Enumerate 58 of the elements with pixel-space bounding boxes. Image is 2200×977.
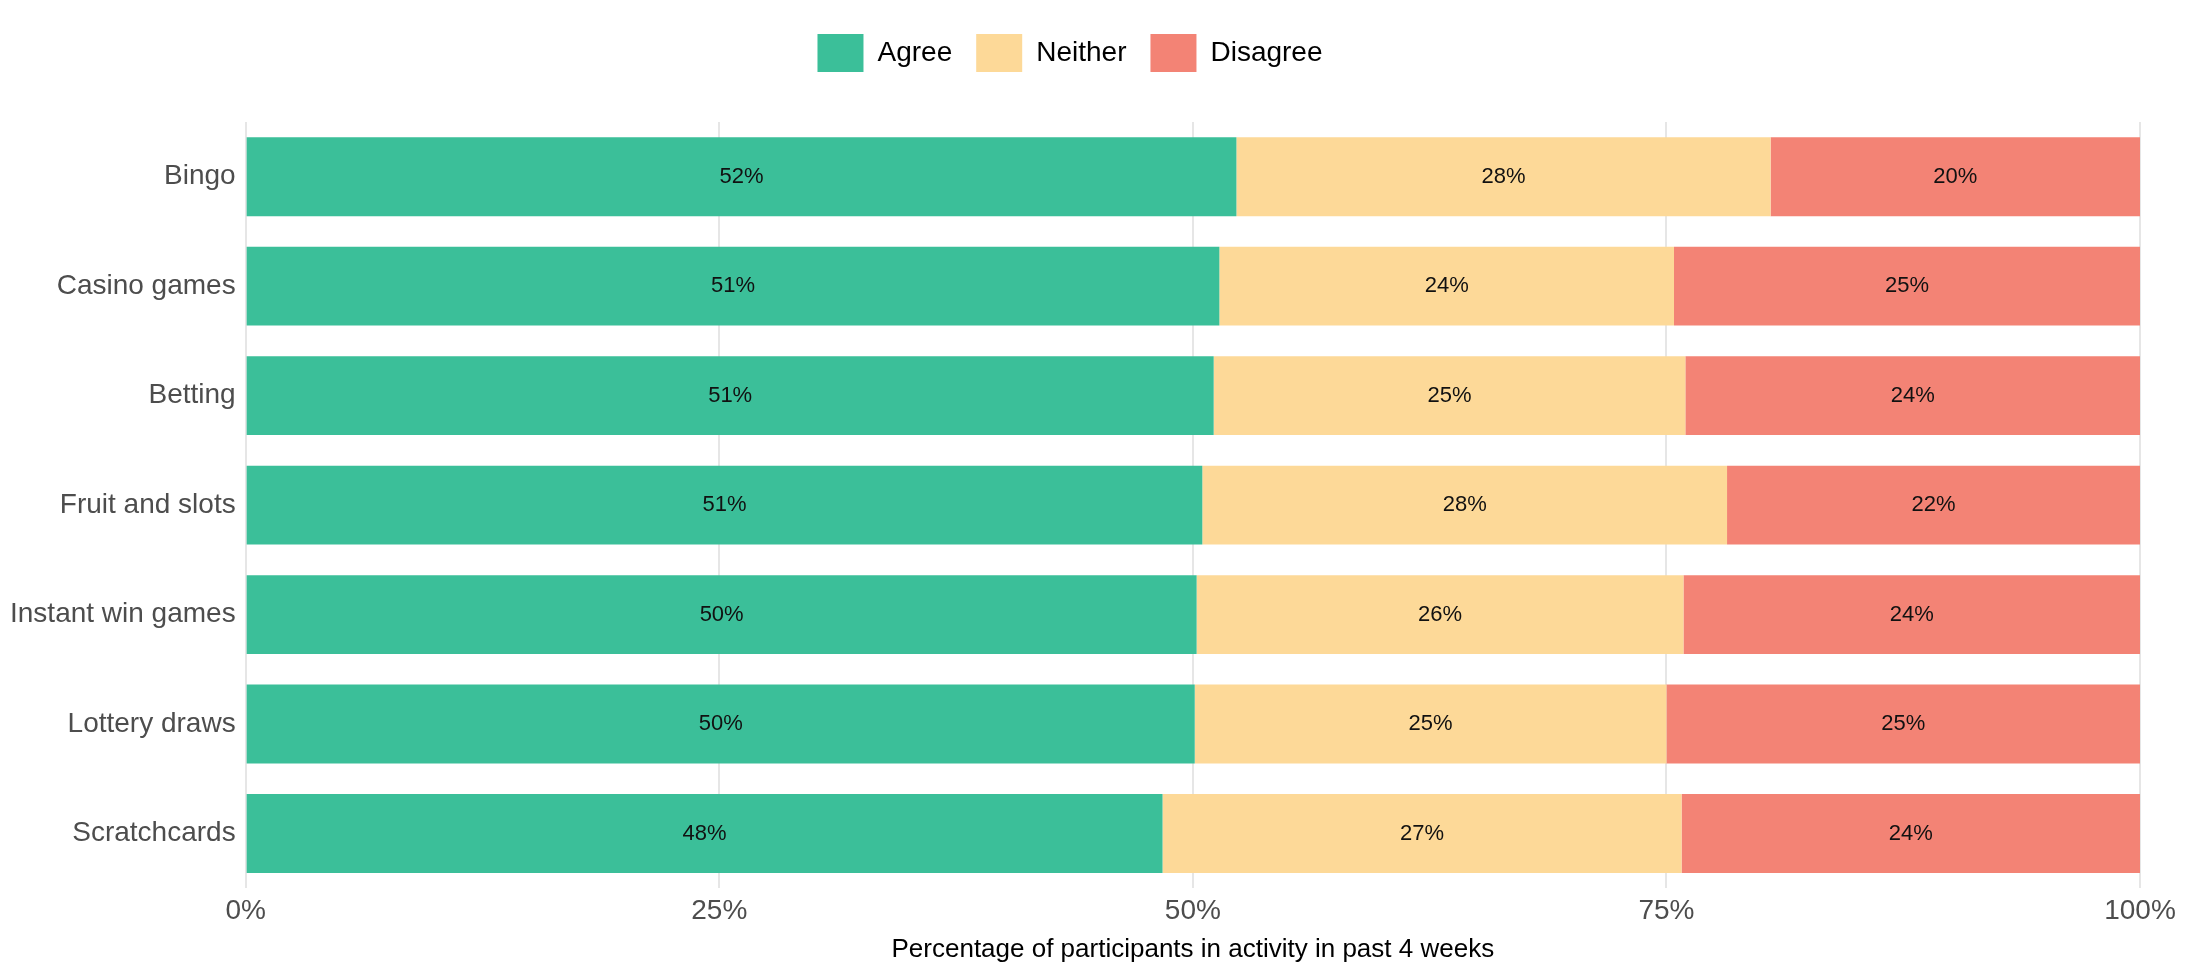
data-label: 51% <box>708 381 753 407</box>
x-tick-label: 0% <box>225 893 266 925</box>
bar <box>1727 465 2140 545</box>
y-tick-label: Betting <box>148 378 236 410</box>
bar <box>1673 246 2140 326</box>
bar <box>246 137 1237 217</box>
legend-label: Agree <box>877 35 953 67</box>
x-tick-label: 50% <box>1164 893 1221 925</box>
bar <box>1196 575 1684 654</box>
y-tick-label: Bingo <box>164 159 236 191</box>
data-label: 51% <box>702 491 747 517</box>
data-label: 24% <box>1888 819 1933 845</box>
bar <box>1683 575 2140 654</box>
x-tick-label: 25% <box>691 893 748 925</box>
data-label: 26% <box>1418 600 1463 626</box>
data-label: 25% <box>1884 272 1930 298</box>
data-label: 50% <box>699 600 744 626</box>
bar <box>246 684 1195 764</box>
bar <box>1194 684 1667 764</box>
data-label: 24% <box>1424 272 1469 298</box>
bar <box>246 356 1214 436</box>
data-label: 28% <box>1481 162 1526 188</box>
bar <box>1685 356 2140 436</box>
data-label: 22% <box>1911 491 1956 517</box>
x-tick-label: 75% <box>1638 893 1695 925</box>
bar <box>1666 684 2140 764</box>
y-tick-label: Casino games <box>56 268 236 300</box>
y-tick-label: Scratchcards <box>72 816 236 848</box>
legend-label: Disagree <box>1210 35 1323 67</box>
bar <box>1202 465 1728 545</box>
data-label: 24% <box>1890 381 1935 407</box>
bar <box>246 246 1220 326</box>
data-label: 52% <box>719 162 764 188</box>
data-label: 25% <box>1408 710 1453 736</box>
bar <box>1770 137 2140 217</box>
data-label: 20% <box>1933 162 1978 188</box>
data-label: 25% <box>1881 710 1926 736</box>
data-label: 48% <box>682 819 727 845</box>
data-label: 25% <box>1427 381 1472 407</box>
data-label: 51% <box>710 272 756 298</box>
bar <box>1162 794 1682 873</box>
data-label: 28% <box>1442 491 1487 517</box>
y-tick-label: Lottery draws <box>67 706 236 738</box>
legend-label: Neither <box>1036 35 1127 67</box>
data-label: 50% <box>698 710 743 736</box>
bar <box>1219 246 1674 326</box>
y-tick-label: Fruit and slots <box>59 487 236 519</box>
bar <box>1681 794 2140 873</box>
bar <box>1213 356 1686 436</box>
data-label: 24% <box>1889 600 1934 626</box>
bar <box>246 794 1163 873</box>
bar <box>1236 137 1771 217</box>
bar <box>246 575 1197 654</box>
data-label: 27% <box>1400 819 1445 845</box>
x-axis-title: Percentage of participants in activity in past 4 weeks <box>891 932 1495 963</box>
x-tick-label: 100% <box>2104 893 2176 925</box>
bar <box>246 465 1203 545</box>
y-tick-label: Instant win games <box>10 597 236 629</box>
